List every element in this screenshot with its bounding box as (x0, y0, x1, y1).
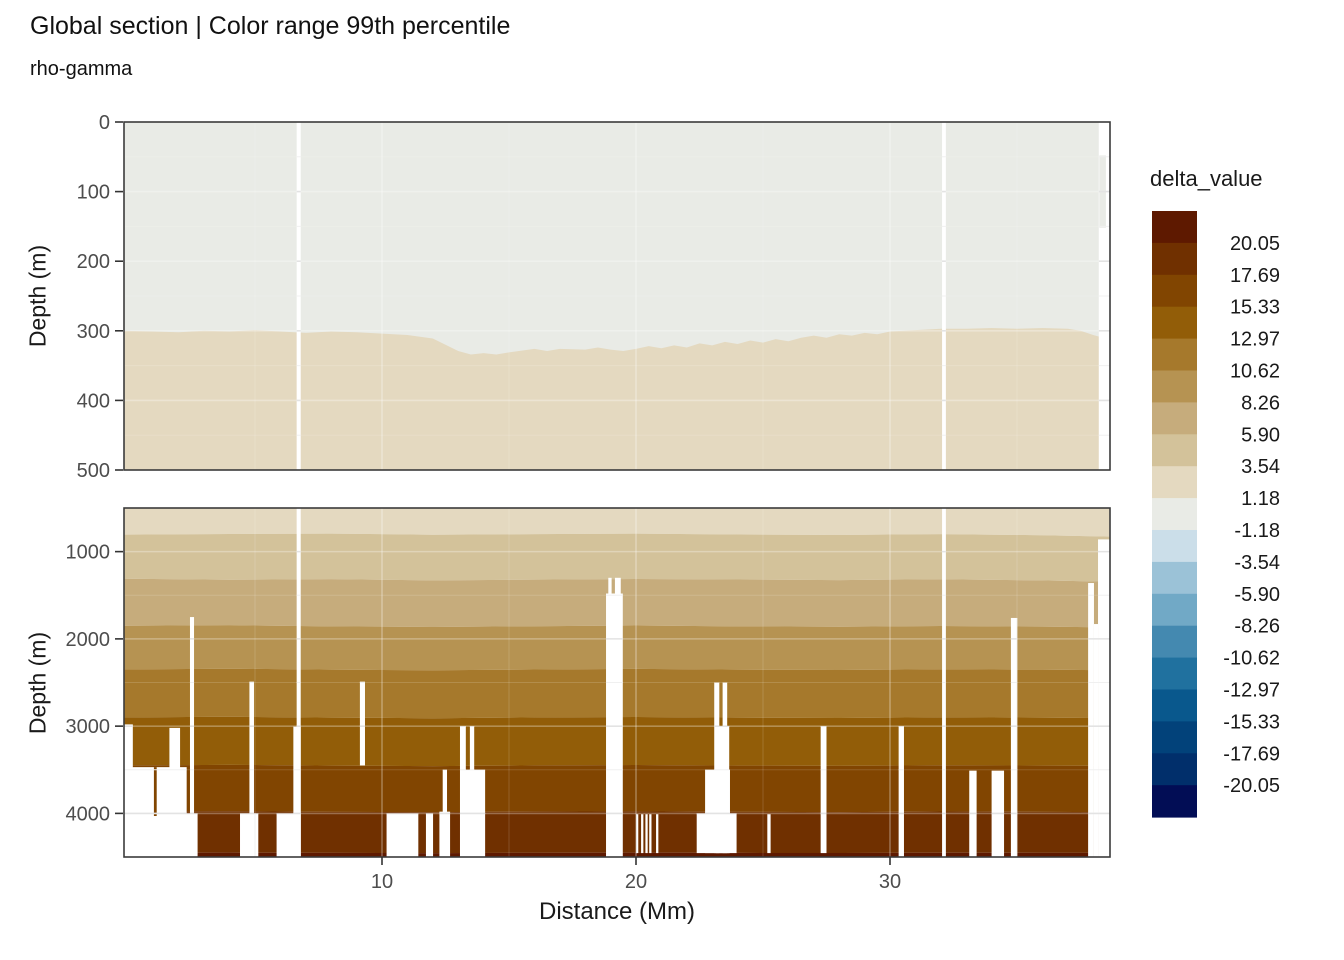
legend-bin (1152, 338, 1197, 371)
data-gap (1093, 624, 1099, 857)
legend-bin-label: -10.62 (1223, 648, 1280, 670)
x-tick-label: 30 (879, 871, 901, 893)
legend-bin-label: 15.33 (1230, 297, 1280, 319)
data-gap (820, 726, 827, 854)
y-tick-label: 0 (99, 112, 110, 134)
y-tick-label: 300 (77, 321, 110, 343)
legend-bin-label: 17.69 (1230, 265, 1280, 287)
y-tick-label: 4000 (66, 803, 111, 825)
legend-bin-label: -20.05 (1223, 775, 1280, 797)
legend-bin-label: -3.54 (1234, 552, 1280, 574)
legend-bin-label: 8.26 (1241, 392, 1280, 414)
y-axis-title-shallow: Depth (m) (24, 244, 51, 348)
y-tick-label: 1000 (66, 542, 111, 564)
legend-bin (1152, 689, 1197, 722)
data-gap (606, 593, 623, 857)
data-gap (656, 814, 659, 854)
legend-bin (1152, 466, 1197, 499)
legend-bin (1152, 753, 1197, 786)
legend-bin-label: 3.54 (1241, 456, 1280, 478)
x-tick-label: 20 (625, 871, 647, 893)
data-gap (641, 814, 644, 854)
legend-bin-label: -8.26 (1234, 616, 1280, 638)
y-tick-label: 400 (77, 390, 110, 412)
legend-bin (1152, 434, 1197, 467)
y-tick-label: 500 (77, 460, 110, 482)
legend-bin-label: -12.97 (1223, 680, 1280, 702)
legend-bin (1152, 370, 1197, 403)
data-gap (386, 813, 419, 857)
data-gap (649, 814, 652, 854)
legend-bin (1152, 402, 1197, 435)
data-gap (1010, 617, 1018, 857)
legend-bin (1152, 242, 1197, 276)
legend-bin-label: 10.62 (1230, 361, 1280, 383)
legend-bin (1152, 657, 1197, 690)
legend-bin-label: -17.69 (1223, 743, 1280, 765)
data-gap (767, 814, 771, 854)
legend-bin (1152, 561, 1197, 595)
data-gap (240, 813, 259, 857)
legend-bin (1152, 306, 1197, 340)
panel-border (123, 507, 1111, 858)
data-gap (189, 617, 195, 857)
legend-bin-label: -15.33 (1223, 711, 1280, 733)
data-gap (425, 813, 434, 857)
legend-bin-label: 12.97 (1230, 329, 1280, 351)
y-axis-title-deep: Depth (m) (24, 631, 51, 735)
legend-bin-label: -5.90 (1234, 584, 1280, 606)
legend-bin (1152, 721, 1197, 754)
value-band (124, 508, 1110, 537)
x-tick-label: 10 (371, 871, 393, 893)
data-gap (1088, 583, 1094, 857)
chart-title: Global section | Color range 99th percen… (30, 12, 511, 40)
data-gap (1098, 539, 1110, 857)
panel-deep (115, 507, 1111, 858)
x-axis-title: Distance (Mm) (538, 898, 696, 925)
legend-colorbar (1152, 211, 1197, 818)
legend-title: delta_value (1150, 166, 1263, 191)
data-gap (359, 681, 365, 766)
legend-bin (1152, 593, 1197, 627)
legend-bin (1152, 498, 1197, 531)
legend-bin (1152, 785, 1197, 818)
data-gap (696, 813, 737, 854)
legend-bin (1152, 211, 1197, 244)
data-gap (898, 726, 904, 857)
sediment-boundary-area (124, 328, 1110, 470)
legend-bin (1152, 274, 1197, 308)
y-tick-label: 200 (77, 251, 110, 273)
data-gap (645, 814, 648, 854)
legend-bin-label: -1.18 (1234, 520, 1280, 542)
legend-bin-label: 5.90 (1241, 424, 1280, 446)
legend-bin-label: 20.05 (1230, 233, 1280, 255)
y-tick-label: 2000 (66, 629, 111, 651)
legend-bin (1152, 625, 1197, 659)
data-needle (153, 767, 157, 817)
y-tick-label: 100 (77, 182, 110, 204)
y-tick-label: 3000 (66, 716, 111, 738)
chart-subtitle: rho-gamma (30, 58, 133, 80)
legend-bin (1152, 530, 1197, 563)
data-gap (636, 814, 639, 854)
data-gap (124, 813, 198, 857)
panel-border (123, 121, 1111, 471)
legend-bin-label: 1.18 (1241, 488, 1280, 510)
panel-shallow (115, 121, 1111, 471)
value-band (124, 533, 1110, 582)
